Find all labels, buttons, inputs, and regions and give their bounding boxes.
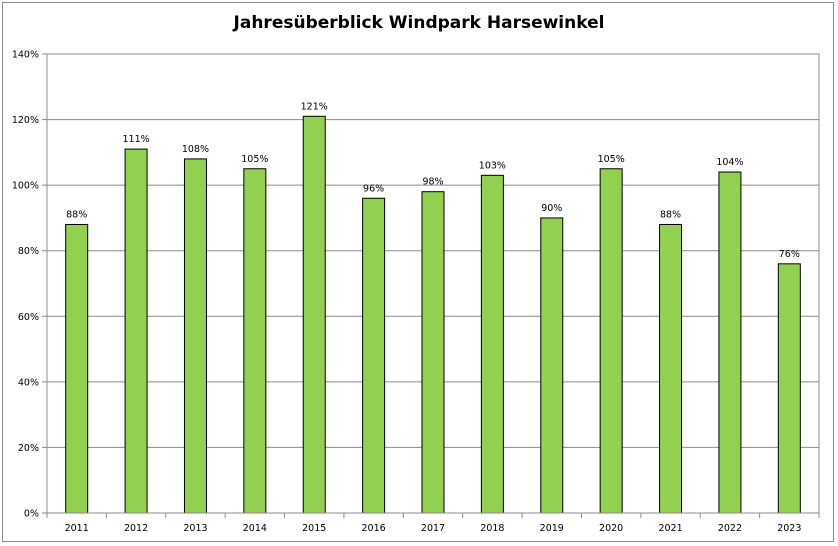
y-tick-label: 120% [12, 115, 39, 126]
y-tick-label: 100% [12, 181, 39, 192]
y-tick-label: 0% [24, 509, 39, 520]
data-labels: 88% 111% 108% 105% 121% 96% 98% 103% 90% 105% 88% 1… [66, 101, 800, 260]
y-tick-label: 40% [18, 377, 39, 388]
bars [65, 115, 801, 514]
x-tick-label-2022: 2022 [718, 523, 742, 534]
x-tick-label-2013: 2013 [183, 523, 207, 534]
bar-2014 [243, 168, 267, 514]
x-tick-label-2017: 2017 [421, 523, 445, 534]
x-tick-label-2012: 2012 [124, 523, 148, 534]
bar-2019 [540, 217, 564, 514]
x-tick-label-2019: 2019 [540, 523, 564, 534]
bar-2016 [362, 197, 386, 514]
data-label-2016: 96% [363, 183, 384, 194]
bar-2020 [599, 168, 623, 514]
data-label-2013: 108% [182, 144, 209, 155]
bar-2015 [302, 115, 326, 514]
data-label-2018: 103% [479, 160, 506, 171]
bar-2018 [480, 174, 504, 514]
data-label-2011: 88% [66, 209, 87, 220]
data-label-2017: 98% [422, 177, 443, 188]
bar-2013 [183, 158, 207, 514]
x-tick-label-2015: 2015 [302, 523, 326, 534]
bar-2012 [124, 148, 148, 514]
data-label-2021: 88% [660, 209, 681, 220]
plot-area-border [46, 53, 820, 514]
y-tick-label: 80% [18, 246, 39, 257]
x-tick-label-2011: 2011 [65, 523, 89, 534]
data-label-2019: 90% [541, 203, 562, 214]
chart-title: Jahresüberblick Windpark Harsewinkel [233, 13, 605, 33]
y-tick-label: 60% [18, 312, 39, 323]
x-tick-label-2020: 2020 [599, 523, 623, 534]
bar-2011 [65, 223, 89, 514]
bar-2022 [718, 171, 742, 514]
x-tick-label-2016: 2016 [362, 523, 386, 534]
data-label-2022: 104% [716, 157, 743, 168]
y-axis-ticks: 0% 20% 40% 60% 80% 100% 120% 140% [12, 50, 47, 520]
x-tick-label-2018: 2018 [480, 523, 504, 534]
data-label-2012: 111% [122, 134, 149, 145]
data-label-2015: 121% [301, 101, 328, 112]
x-tick-label-2014: 2014 [243, 523, 267, 534]
x-tick-label-2021: 2021 [658, 523, 682, 534]
bar-2017 [421, 191, 445, 514]
y-tick-label: 140% [12, 50, 39, 61]
x-axis-ticks: 2011 2012 2013 2014 2015 2016 2017 2018 2019 2020… [46, 513, 820, 534]
bar-2021 [659, 223, 683, 514]
x-tick-label-2023: 2023 [777, 523, 801, 534]
y-tick-label: 20% [18, 443, 39, 454]
bar-2023 [777, 263, 801, 514]
data-label-2014: 105% [241, 154, 268, 165]
data-label-2023: 76% [779, 249, 800, 260]
data-label-2020: 105% [598, 154, 625, 165]
